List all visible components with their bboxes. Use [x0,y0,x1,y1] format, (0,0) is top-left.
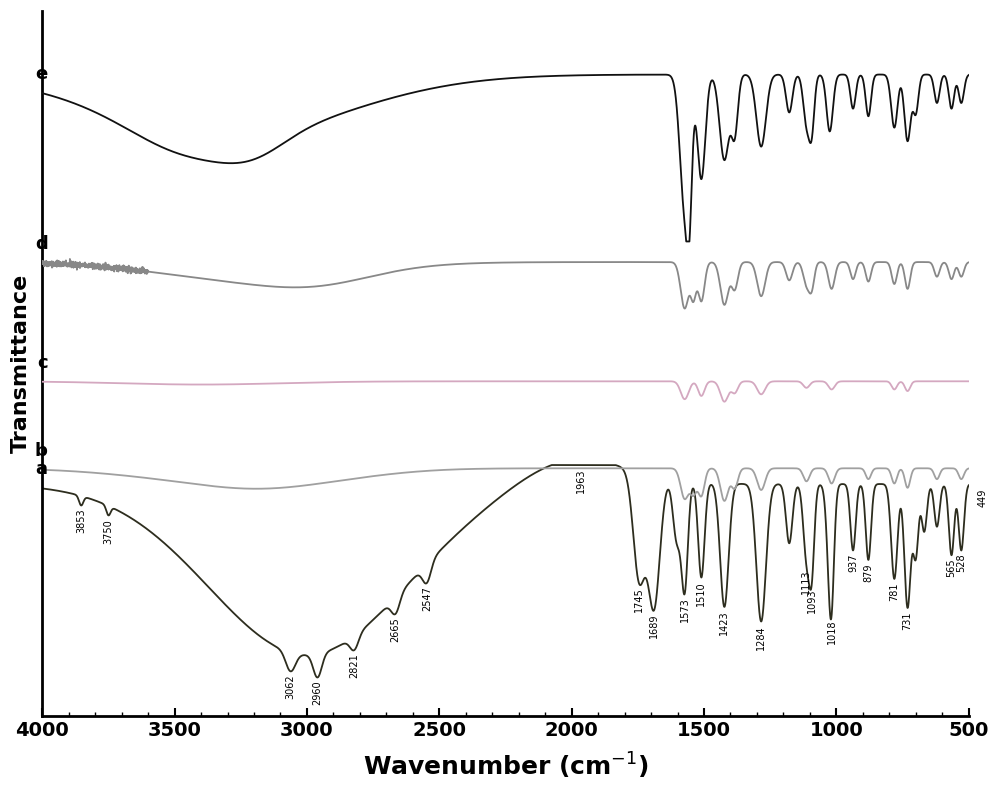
Text: b: b [35,442,48,459]
Text: 937: 937 [848,554,858,573]
Text: 565: 565 [946,558,956,577]
Text: 1284: 1284 [756,625,766,649]
Text: 1423: 1423 [719,611,729,635]
Text: 2665: 2665 [391,617,401,642]
Text: c: c [37,353,48,371]
Text: 2960: 2960 [313,681,323,706]
Text: 528: 528 [956,554,966,573]
Text: 1963: 1963 [576,468,586,493]
Text: 2547: 2547 [422,586,432,611]
Text: 879: 879 [863,563,873,582]
Y-axis label: Transmittance: Transmittance [11,274,31,453]
Text: 3853: 3853 [76,508,86,534]
Text: 1113: 1113 [801,569,811,594]
Text: 2821: 2821 [349,653,359,678]
Text: 449: 449 [977,489,987,507]
Text: 3750: 3750 [103,519,113,543]
Text: 781: 781 [889,582,899,601]
Text: 1510: 1510 [696,581,706,606]
Text: 731: 731 [903,611,913,630]
Text: 1573: 1573 [680,597,690,622]
Text: 3062: 3062 [286,675,296,699]
X-axis label: Wavenumber (cm$^{-1}$): Wavenumber (cm$^{-1}$) [363,751,648,781]
Text: e: e [35,65,48,83]
Text: d: d [35,234,48,253]
Text: 1093: 1093 [807,588,817,613]
Text: 1689: 1689 [649,614,659,638]
Text: 1018: 1018 [827,619,837,644]
Text: 1745: 1745 [634,587,644,612]
Text: a: a [36,460,48,478]
